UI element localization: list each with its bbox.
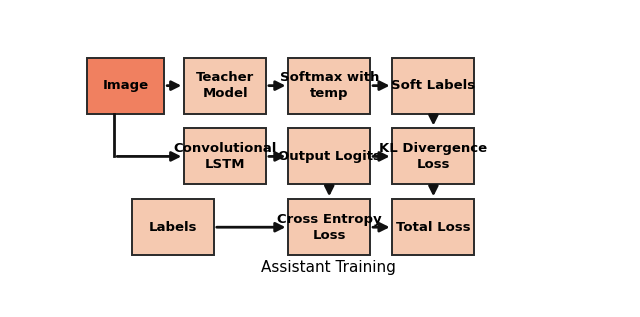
Text: Labels: Labels bbox=[148, 221, 197, 234]
FancyBboxPatch shape bbox=[392, 199, 474, 255]
Text: KL Divergence
Loss: KL Divergence Loss bbox=[380, 142, 488, 171]
Text: Image: Image bbox=[103, 79, 149, 92]
FancyBboxPatch shape bbox=[288, 58, 370, 114]
Text: Convolutional
LSTM: Convolutional LSTM bbox=[173, 142, 276, 171]
Text: Total Loss: Total Loss bbox=[396, 221, 470, 234]
Text: Assistant Training: Assistant Training bbox=[260, 260, 396, 275]
Text: Output Logits: Output Logits bbox=[278, 150, 381, 163]
FancyBboxPatch shape bbox=[392, 128, 474, 184]
FancyBboxPatch shape bbox=[288, 199, 370, 255]
Text: Soft Labels: Soft Labels bbox=[391, 79, 476, 92]
FancyBboxPatch shape bbox=[184, 58, 266, 114]
FancyBboxPatch shape bbox=[184, 128, 266, 184]
Text: Cross Entropy
Loss: Cross Entropy Loss bbox=[277, 213, 381, 242]
Text: Softmax with
temp: Softmax with temp bbox=[280, 71, 379, 100]
FancyBboxPatch shape bbox=[392, 58, 474, 114]
Text: Teacher
Model: Teacher Model bbox=[196, 71, 254, 100]
FancyBboxPatch shape bbox=[132, 199, 214, 255]
FancyBboxPatch shape bbox=[288, 128, 370, 184]
FancyBboxPatch shape bbox=[88, 58, 164, 114]
